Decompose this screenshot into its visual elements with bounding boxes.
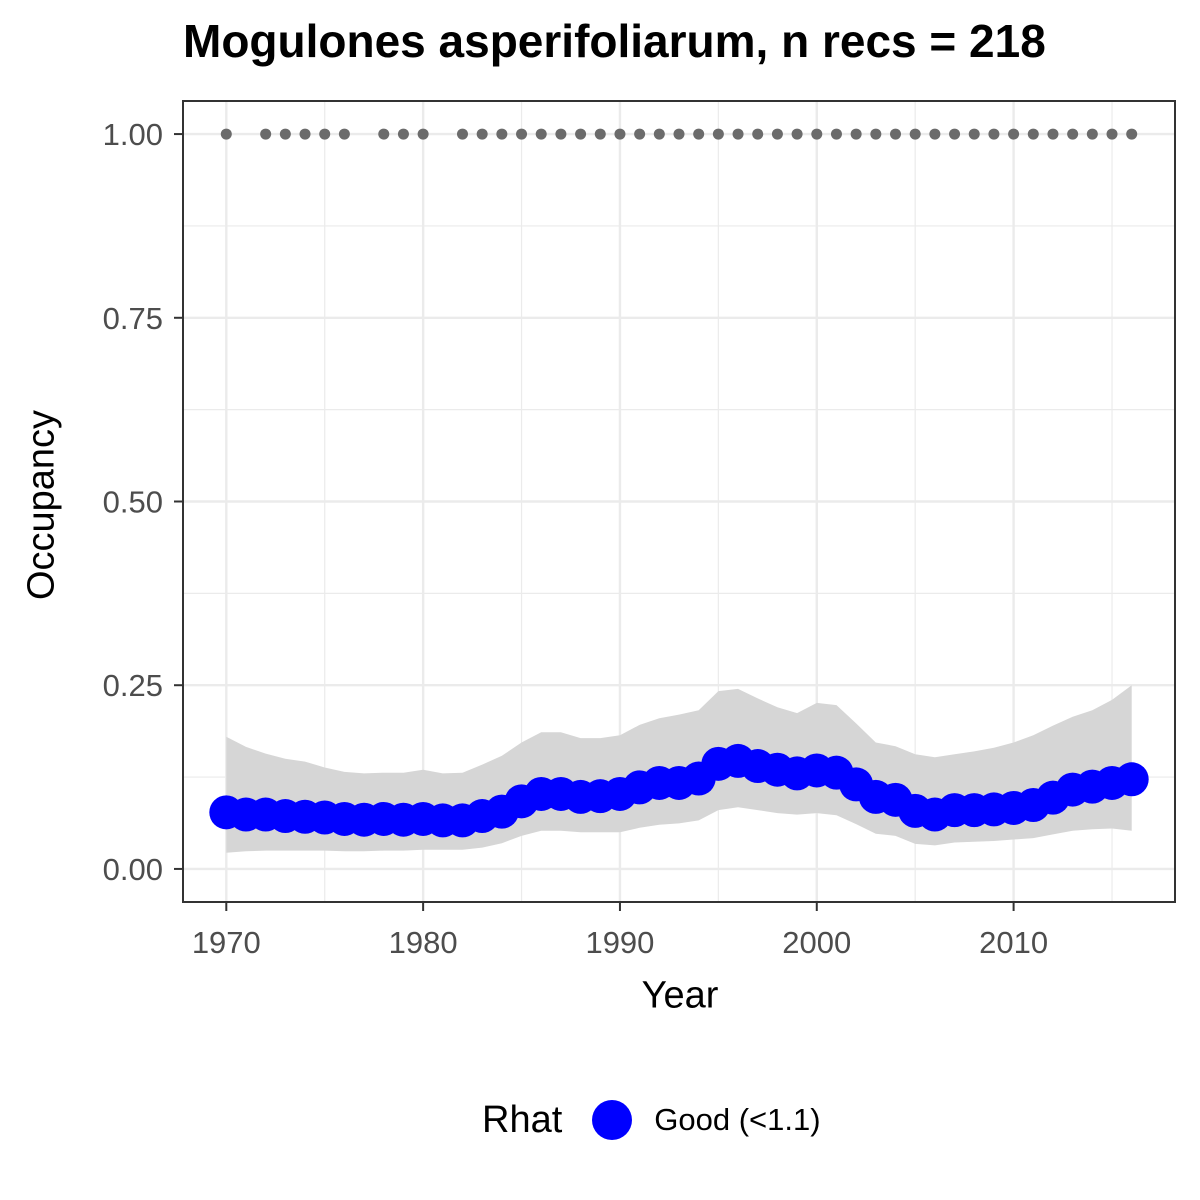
record-dot — [634, 128, 646, 140]
record-dot — [260, 128, 272, 140]
record-dot — [1086, 128, 1098, 140]
record-dot — [968, 128, 980, 140]
record-dot — [1067, 128, 1079, 140]
record-dot — [338, 128, 350, 140]
x-tick-label: 1980 — [389, 925, 458, 960]
record-dot — [319, 128, 331, 140]
x-tick-label: 2000 — [782, 925, 851, 960]
record-dot — [653, 128, 665, 140]
record-dot — [516, 128, 528, 140]
record-dot — [830, 128, 842, 140]
mean-points-layer — [209, 743, 1149, 838]
y-tick-label: 0.25 — [103, 668, 163, 703]
record-dot — [594, 128, 606, 140]
x-tick-label: 1970 — [192, 925, 261, 960]
record-dot — [811, 128, 823, 140]
record-dot — [693, 128, 705, 140]
legend-label-good: Good (<1.1) — [654, 1102, 821, 1137]
record-dot — [850, 128, 862, 140]
record-dot — [555, 128, 567, 140]
record-dot — [1106, 128, 1118, 140]
record-dot — [417, 128, 429, 140]
record-dot — [771, 128, 783, 140]
record-dot — [929, 128, 941, 140]
y-tick-label: 1.00 — [103, 117, 163, 152]
y-tick-label: 0.50 — [103, 485, 163, 520]
record-dot — [870, 128, 882, 140]
record-dot — [456, 128, 468, 140]
record-dot — [673, 128, 685, 140]
record-dot — [299, 128, 311, 140]
record-dot — [1027, 128, 1039, 140]
record-dot — [949, 128, 961, 140]
record-dot — [890, 128, 902, 140]
record-dot — [1047, 128, 1059, 140]
x-axis-label: Year — [641, 974, 719, 1017]
record-dot — [378, 128, 390, 140]
record-dot — [712, 128, 724, 140]
record-dots-layer — [220, 128, 1138, 140]
legend-title: Rhat — [482, 1098, 563, 1141]
record-dot — [614, 128, 626, 140]
y-tick-label: 0.75 — [103, 301, 163, 336]
record-dot — [752, 128, 764, 140]
y-tick-label: 0.00 — [103, 852, 163, 887]
axes: 1970 1980 1990 2000 2010 0.00 0.25 0.50 0.75 1.00 — [103, 117, 1048, 960]
record-dot — [535, 128, 547, 140]
record-dot — [1126, 128, 1138, 140]
legend: Rhat Good (<1.1) — [482, 1094, 821, 1146]
record-dot — [1008, 128, 1020, 140]
record-dot — [220, 128, 232, 140]
record-dot — [279, 128, 291, 140]
record-dot — [791, 128, 803, 140]
x-tick-label: 2010 — [979, 925, 1048, 960]
record-dot — [988, 128, 1000, 140]
y-axis-label: Occupancy — [20, 409, 63, 601]
record-dot — [397, 128, 409, 140]
record-dot — [909, 128, 921, 140]
x-tick-label: 1990 — [585, 925, 654, 960]
mean-point — [1114, 762, 1149, 797]
record-dot — [575, 128, 587, 140]
record-dot — [732, 128, 744, 140]
legend-key-good — [592, 1100, 633, 1140]
chart-title: Mogulones asperifoliarum, n recs = 218 — [183, 15, 1046, 67]
record-dot — [476, 128, 488, 140]
record-dot — [496, 128, 508, 140]
